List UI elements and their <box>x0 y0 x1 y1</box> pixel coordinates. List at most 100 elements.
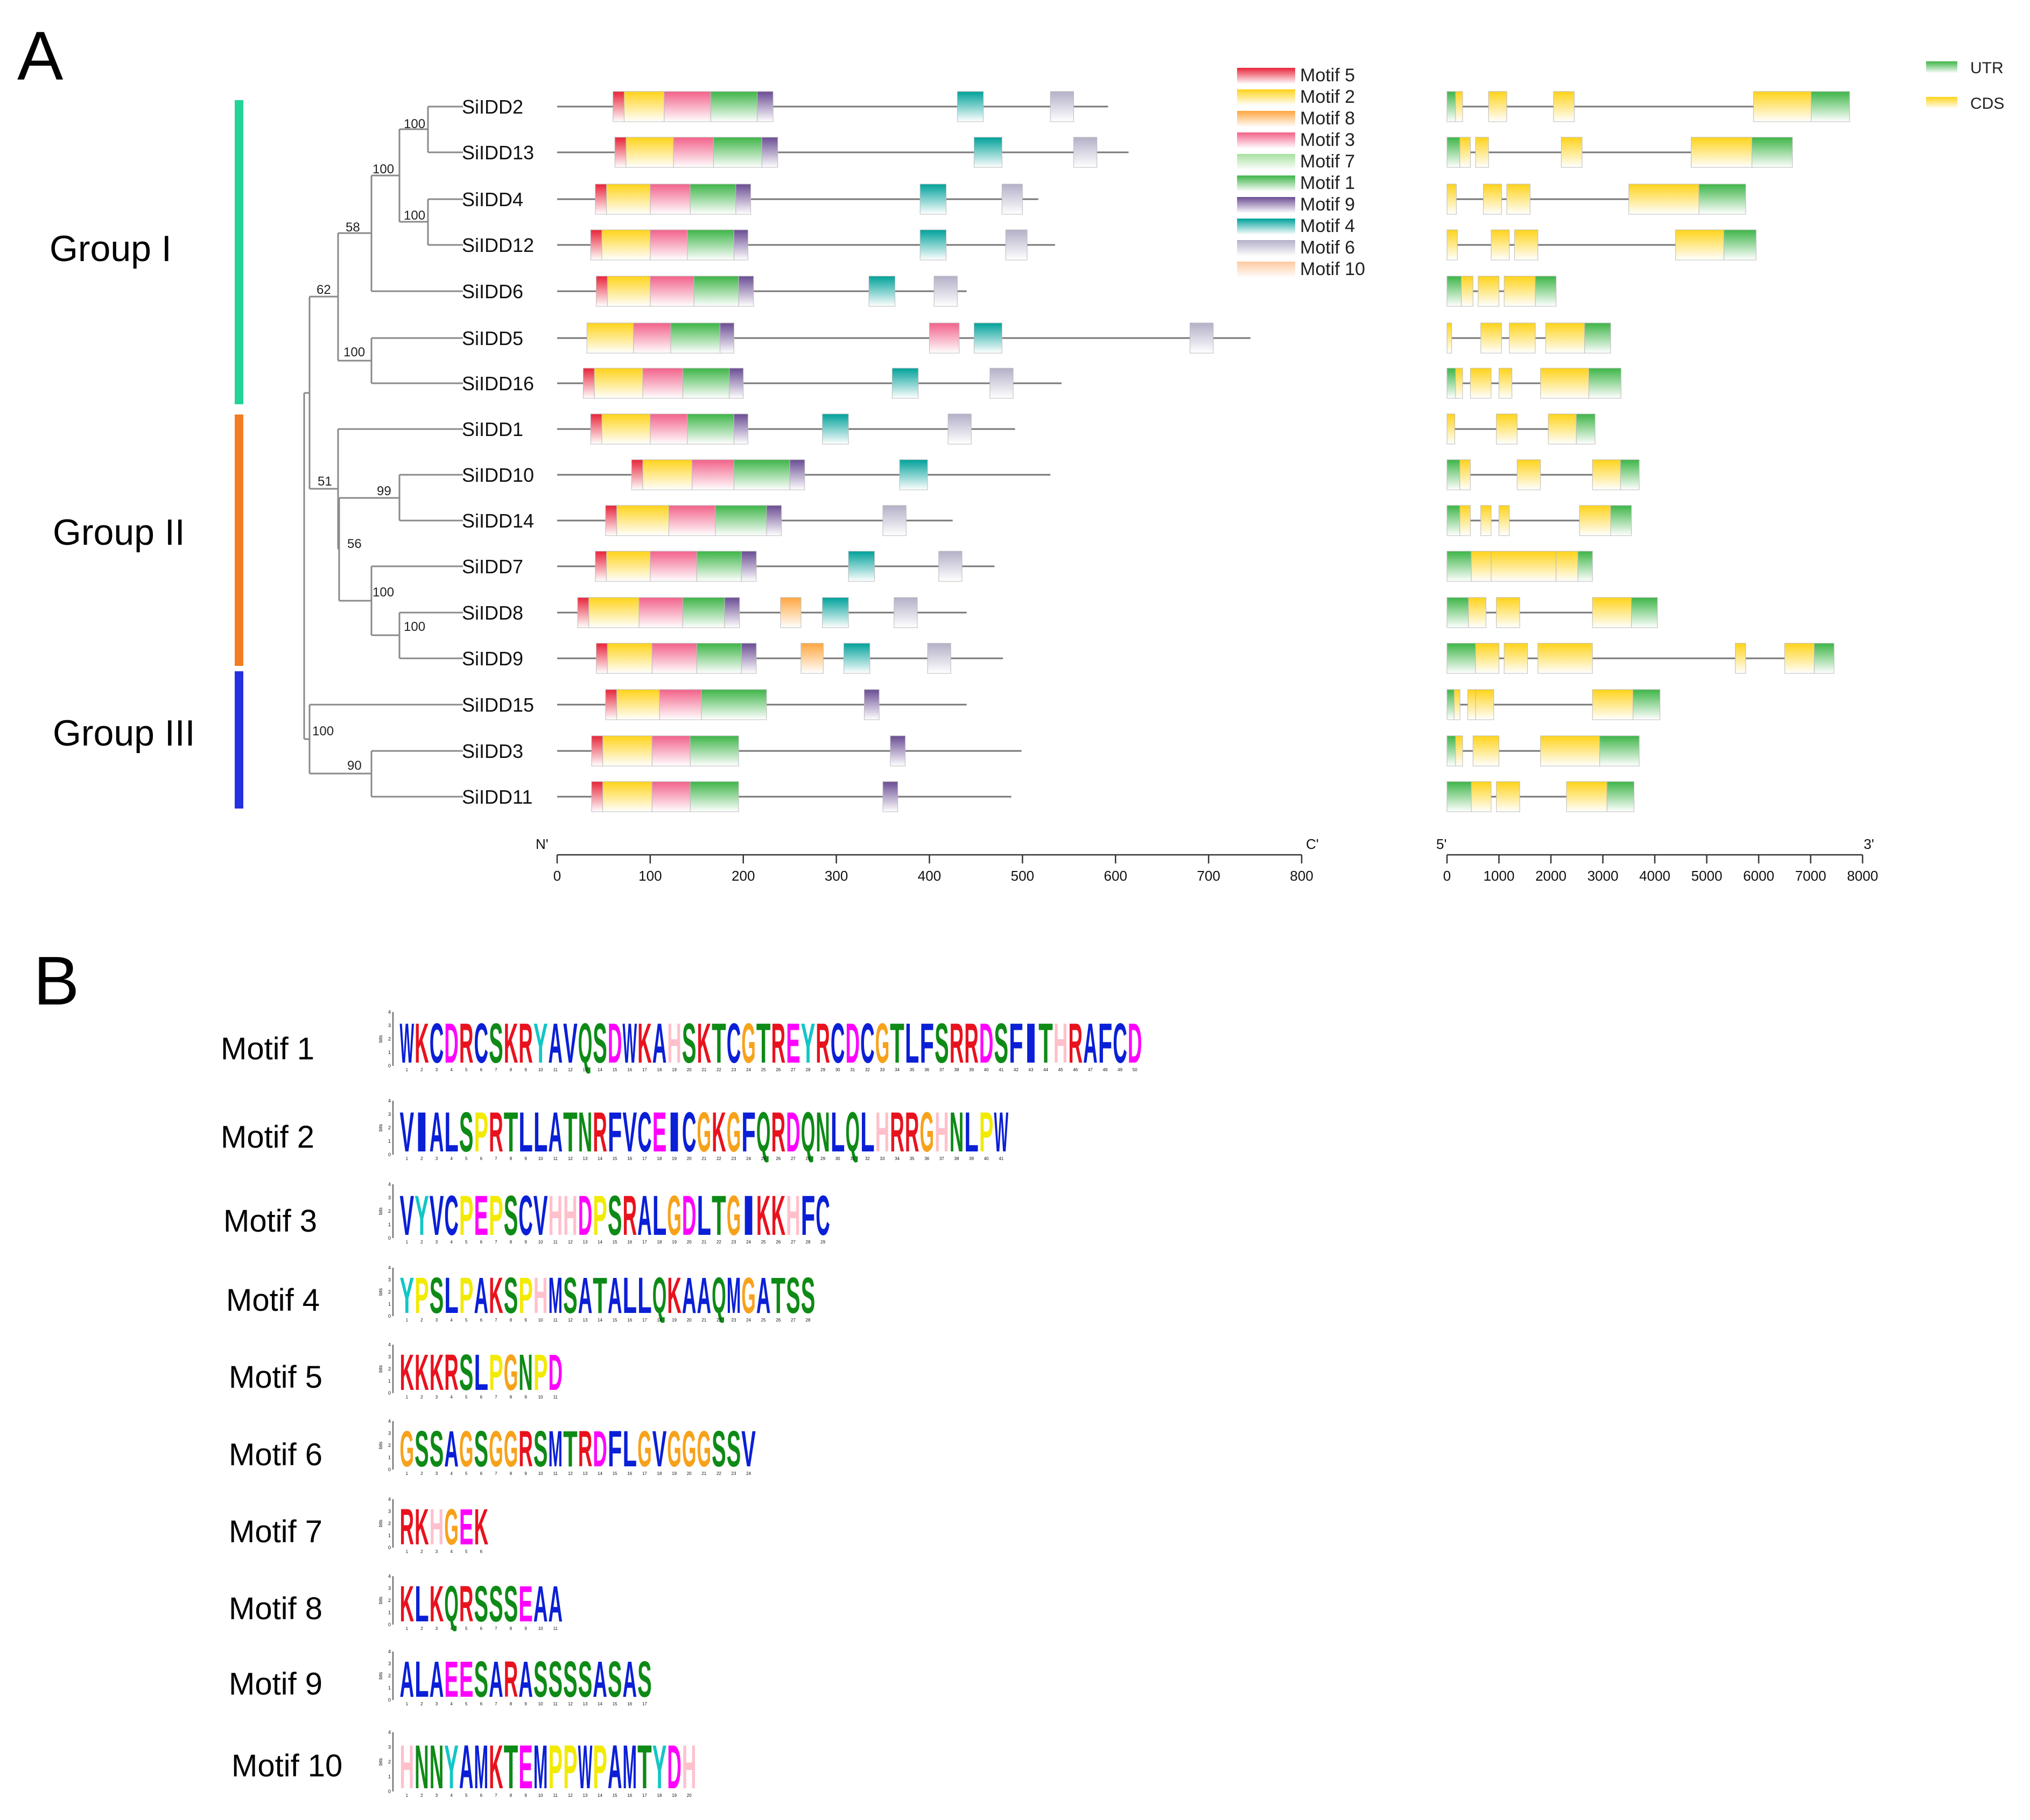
cds-exon <box>1509 322 1536 354</box>
logo-letter: H <box>563 1184 578 1247</box>
logo-letter: S <box>563 1267 578 1324</box>
logo-y-tick-label: 4 <box>388 1098 391 1104</box>
logo-y-tick-label: 0 <box>388 1235 391 1241</box>
logo-position-label: 20 <box>687 1240 692 1245</box>
cds-exon <box>1488 91 1507 122</box>
motif-3-block <box>659 689 702 720</box>
logo-letter: S <box>459 1101 474 1164</box>
cds-exon <box>1491 229 1510 261</box>
motif-6-block <box>1050 91 1074 122</box>
motif-3-block <box>642 368 683 399</box>
tree-branch <box>427 106 463 153</box>
logo-letter: Y <box>533 1012 548 1075</box>
logo-position-label: 8 <box>510 1156 512 1161</box>
logo-position-label: 25 <box>761 1067 766 1072</box>
legend-swatch-motif-3 <box>1237 132 1295 149</box>
utr-exon <box>1698 184 1746 215</box>
logo-position-label: 19 <box>672 1471 677 1476</box>
logo-position-label: 1 <box>406 1156 409 1161</box>
motif-9-block <box>741 551 757 582</box>
motif-3-block <box>650 551 697 582</box>
logo-letter: K <box>430 1576 444 1633</box>
cds-exon <box>1459 505 1471 536</box>
logo-letter: K <box>400 1344 415 1401</box>
cds-exon <box>1675 229 1724 261</box>
cds-exon <box>1735 643 1746 674</box>
logo-letter: H <box>549 1184 563 1247</box>
axis-tick-label: 600 <box>1104 868 1127 884</box>
tree-branch <box>308 296 338 490</box>
logo-letter: I <box>1024 1012 1038 1075</box>
utr-exon <box>1814 643 1835 674</box>
logo-position-label: 19 <box>672 1318 677 1323</box>
logo-letter: A <box>533 1576 548 1633</box>
motif-name: Motif 9 <box>229 1667 322 1702</box>
logo-y-tick-label: 1 <box>388 1685 391 1691</box>
utr-exon <box>1599 735 1640 767</box>
motif-name: Motif 4 <box>226 1283 320 1318</box>
logo-letter: R <box>950 1012 964 1075</box>
logo-position-label: 7 <box>495 1395 497 1400</box>
logo-position-label: 6 <box>480 1156 483 1161</box>
logo-letter: G <box>741 1267 756 1324</box>
logo-letter: L <box>831 1101 845 1164</box>
motif-4-block <box>891 368 919 399</box>
gene-labels: SiIDD2 SiIDD13 SiIDD4 SiIDD12 SiIDD6 SiI… <box>462 96 534 808</box>
logo-position-label: 17 <box>642 1318 647 1323</box>
logo-position-label: 3 <box>435 1067 438 1072</box>
logo-position-label: 13 <box>583 1702 588 1706</box>
logo-letter: M <box>727 1267 741 1324</box>
logo-position-label: 50 <box>1133 1067 1137 1072</box>
logo-letter: D <box>593 1421 607 1478</box>
logo-position-label: 9 <box>524 1240 527 1245</box>
motif-9-block <box>720 322 734 354</box>
gene-label: SiIDD12 <box>462 234 534 256</box>
legend-swatch-motif-4 <box>1237 219 1295 235</box>
logo-position-label: 34 <box>895 1067 900 1072</box>
logo-letter: A <box>549 1576 563 1633</box>
cds-exon <box>1753 91 1811 122</box>
logo-letter: D <box>549 1344 563 1401</box>
cds-exon <box>1467 689 1476 720</box>
logo-letter: H <box>667 1012 682 1075</box>
logo-y-tick-label: 1 <box>388 1533 391 1538</box>
logo-y-tick-label: 4 <box>388 1342 391 1347</box>
motif-name: Motif 1 <box>221 1031 314 1066</box>
logo-letter: R <box>905 1101 919 1164</box>
logo-axis-label: bits <box>378 1442 383 1450</box>
logo-letter: P <box>474 1101 489 1164</box>
logo-y-tick-label: 1 <box>388 1774 391 1780</box>
logo-letter: T <box>637 1732 652 1802</box>
logo-position-label: 16 <box>627 1702 632 1706</box>
motif-2-block <box>606 551 651 582</box>
logo-position-label: 5 <box>465 1702 468 1706</box>
logo-letter: V <box>741 1421 756 1478</box>
motif-2-block <box>594 368 643 399</box>
logo-letter: N <box>816 1101 830 1164</box>
logo-position-label: 10 <box>538 1626 543 1631</box>
logo-position-label: 3 <box>435 1471 438 1476</box>
logo-letter: S <box>786 1267 800 1324</box>
legend-label: Motif 1 <box>1300 173 1355 193</box>
gene-label: SiIDD7 <box>462 556 523 578</box>
logo-y-tick-label: 4 <box>388 1009 391 1015</box>
logo-position-label: 23 <box>732 1067 736 1072</box>
group-label-i: Group I <box>50 228 172 269</box>
bootstrap-value: 100 <box>373 585 394 600</box>
group-bar-iii <box>235 671 243 809</box>
logo-letter: S <box>608 1651 622 1708</box>
logo-letter: W <box>623 1012 637 1075</box>
motif-9-block <box>761 137 778 168</box>
logo-position-label: 23 <box>732 1156 736 1161</box>
logo-position-label: 28 <box>806 1240 811 1245</box>
motif-5-block <box>631 459 643 490</box>
logo-position-label: 18 <box>657 1793 662 1798</box>
motif-3-block <box>651 643 697 674</box>
logo-letter: Y <box>444 1732 459 1802</box>
logo-position-label: 13 <box>583 1156 588 1161</box>
axis-tick-label: 0 <box>553 868 561 884</box>
logo-y-tick-label: 4 <box>388 1418 391 1424</box>
motif-9-block <box>724 597 740 628</box>
bootstrap-value: 100 <box>404 208 425 223</box>
logo-axis-label: bits <box>378 1288 383 1296</box>
